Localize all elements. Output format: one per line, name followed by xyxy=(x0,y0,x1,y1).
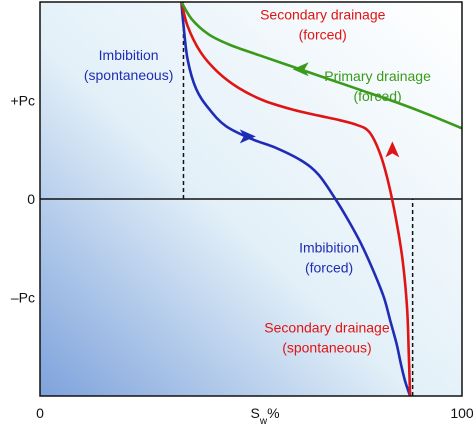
annotations: Imbibition (spontaneous)Secondary drainag… xyxy=(84,6,431,355)
y-tick-label-0: +Pc xyxy=(10,93,35,109)
annotation-3-line-1: (forced) xyxy=(305,259,353,275)
x-tick-label-0: 0 xyxy=(36,405,44,421)
annotation-3-line-0: Imbibition xyxy=(299,239,359,255)
series-layer xyxy=(180,2,462,396)
x-axis-label-main: S xyxy=(250,405,259,421)
direction-arrows xyxy=(239,62,400,158)
annotation-4-line-1: (spontaneous) xyxy=(282,339,372,355)
direction-arrow-1 xyxy=(385,141,400,158)
annotation-0: Imbibition (spontaneous) xyxy=(84,47,174,83)
series-curve-0 xyxy=(180,2,412,396)
annotation-1-line-0: Secondary drainage xyxy=(260,6,386,22)
y-tick-label-2: –Pc xyxy=(11,290,35,306)
annotation-2-line-0: Primary drainage xyxy=(324,68,431,84)
annotation-4-line-0: Secondary drainage xyxy=(264,319,390,335)
x-axis-label: Sw% xyxy=(250,405,279,425)
annotation-3: Imbibition (forced) xyxy=(299,239,359,275)
annotation-4: Secondary drainage (spontaneous) xyxy=(264,319,390,355)
annotation-1: Secondary drainage (forced) xyxy=(260,6,386,42)
y-tick-label-1: 0 xyxy=(27,191,35,207)
direction-arrow-0 xyxy=(239,129,256,144)
x-tick-label-1: 100 xyxy=(450,405,474,421)
direction-arrow-2 xyxy=(292,62,309,77)
annotation-0-line-1: (spontaneous) xyxy=(84,67,174,83)
series-curve-1 xyxy=(180,2,412,396)
annotation-0-line-0: Imbibition xyxy=(99,47,159,63)
series-curve-2 xyxy=(180,2,462,130)
annotation-1-line-1: (forced) xyxy=(299,26,347,42)
annotation-2-line-1: (forced) xyxy=(353,88,401,104)
plot-frame xyxy=(39,1,463,397)
x-axis-label-suffix: % xyxy=(267,405,279,421)
annotation-2: Primary drainage (forced) xyxy=(324,68,431,104)
x-axis-label-sub: w xyxy=(259,416,268,425)
tick-labels: 0 100 +Pc 0 –Pc xyxy=(10,93,473,422)
